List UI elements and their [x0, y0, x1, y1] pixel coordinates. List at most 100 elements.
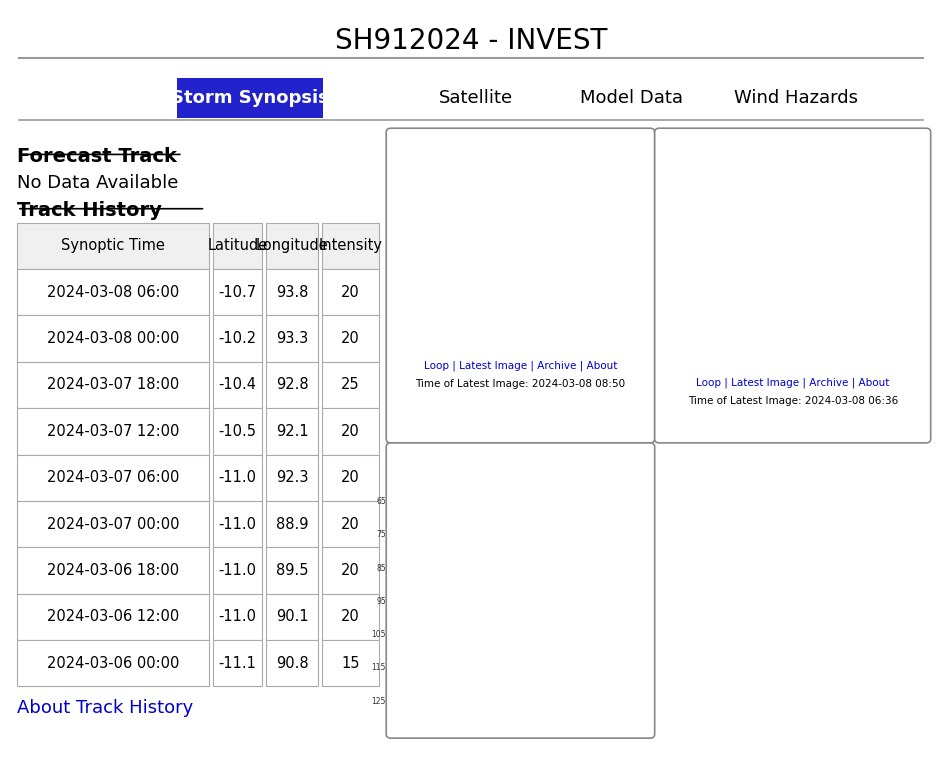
- Text: 90.1: 90.1: [276, 609, 308, 624]
- Bar: [17, 269, 209, 315]
- Bar: [322, 269, 379, 315]
- Text: SH9124    INVEST    2024    8 Mar 06UTC: SH9124 INVEST 2024 8 Mar 06UTC: [406, 483, 635, 493]
- Text: Forecast Track: Forecast Track: [17, 147, 177, 166]
- Text: Longitude: Longitude: [255, 239, 329, 253]
- Bar: [213, 501, 262, 547]
- Bar: [213, 455, 262, 501]
- Text: 90.8: 90.8: [276, 656, 308, 671]
- Circle shape: [519, 238, 548, 260]
- Text: 93.3: 93.3: [276, 331, 308, 346]
- Text: Multiplatform Satellite Surface
Wind Analysis (Experimental): Multiplatform Satellite Surface Wind Ana…: [419, 454, 622, 482]
- Text: 2024-03-07 00:00: 2024-03-07 00:00: [47, 517, 179, 531]
- Text: -10.4: -10.4: [219, 378, 256, 392]
- Bar: [322, 455, 379, 501]
- Circle shape: [551, 270, 590, 300]
- Bar: [266, 501, 318, 547]
- Bar: [17, 223, 209, 269]
- Text: 93.8: 93.8: [276, 285, 308, 300]
- Bar: [17, 408, 209, 455]
- Bar: [266, 594, 318, 640]
- Bar: [213, 594, 262, 640]
- Text: 2024-03-07 12:00: 2024-03-07 12:00: [47, 423, 179, 439]
- Bar: [17, 362, 209, 408]
- Bar: [266, 640, 318, 686]
- Circle shape: [497, 258, 546, 294]
- Bar: [322, 315, 379, 362]
- Bar: [322, 501, 379, 547]
- Text: Model Data: Model Data: [579, 89, 683, 107]
- Circle shape: [444, 263, 502, 307]
- Text: 125: 125: [371, 696, 386, 706]
- Bar: [266, 547, 318, 594]
- Text: 89.5: 89.5: [276, 563, 308, 578]
- Text: 20: 20: [341, 563, 360, 578]
- Bar: [266, 362, 318, 408]
- Text: -11.0: -11.0: [219, 563, 256, 578]
- Text: SH912024 - INVEST: SH912024 - INVEST: [334, 27, 608, 55]
- Text: Loop | Latest Image | Archive | About: Loop | Latest Image | Archive | About: [424, 360, 617, 371]
- Text: 115: 115: [371, 664, 386, 672]
- Text: Latitude: Latitude: [207, 239, 268, 253]
- Text: 105: 105: [371, 630, 386, 639]
- Text: -11.1: -11.1: [219, 656, 256, 671]
- Bar: [322, 408, 379, 455]
- Text: 20: 20: [341, 285, 360, 300]
- Text: Intensity: Intensity: [318, 239, 382, 253]
- Text: Enhanced Infrared (IR) Imagery (4
km Mercator): Enhanced Infrared (IR) Imagery (4 km Mer…: [407, 141, 634, 169]
- Text: AMSU Microwave 89 GHz Imagery
(4 km Mercator): AMSU Microwave 89 GHz Imagery (4 km Merc…: [680, 141, 905, 169]
- Text: 20: 20: [341, 423, 360, 439]
- Bar: [322, 547, 379, 594]
- Text: 15: 15: [341, 656, 360, 671]
- Bar: [17, 640, 209, 686]
- Text: No Data Available: No Data Available: [17, 174, 178, 192]
- Text: -11.0: -11.0: [219, 609, 256, 624]
- Text: 88.9: 88.9: [276, 517, 308, 531]
- Text: -10.2: -10.2: [219, 331, 256, 346]
- Bar: [213, 362, 262, 408]
- Text: 2024-03-07 18:00: 2024-03-07 18:00: [47, 378, 179, 392]
- Text: 25: 25: [341, 378, 360, 392]
- Bar: [17, 455, 209, 501]
- Bar: [213, 269, 262, 315]
- Text: 85: 85: [376, 563, 386, 573]
- Bar: [213, 408, 262, 455]
- Bar: [213, 640, 262, 686]
- Bar: [322, 640, 379, 686]
- Text: Time of Latest Image: 2024-03-08 06:36: Time of Latest Image: 2024-03-08 06:36: [688, 396, 898, 406]
- Bar: [17, 315, 209, 362]
- Text: 75: 75: [376, 531, 386, 539]
- Circle shape: [490, 280, 529, 309]
- Text: Wind Hazards: Wind Hazards: [734, 89, 858, 107]
- Text: 2024-03-06 00:00: 2024-03-06 00:00: [47, 656, 179, 671]
- Text: 2024-03-07 06:00: 2024-03-07 06:00: [47, 470, 179, 485]
- Circle shape: [473, 231, 497, 249]
- Text: 65: 65: [376, 497, 386, 506]
- Text: -11.0: -11.0: [219, 470, 256, 485]
- Circle shape: [524, 251, 568, 284]
- Text: 2024-03-06 18:00: 2024-03-06 18:00: [47, 563, 179, 578]
- Text: 20: 20: [341, 609, 360, 624]
- Bar: [213, 315, 262, 362]
- Bar: [322, 362, 379, 408]
- Bar: [266, 408, 318, 455]
- Bar: [17, 547, 209, 594]
- Bar: [266, 223, 318, 269]
- Text: 95: 95: [376, 597, 386, 606]
- Bar: [266, 455, 318, 501]
- Bar: [17, 594, 209, 640]
- Text: Synoptic Time: Synoptic Time: [61, 239, 165, 253]
- Text: Track History: Track History: [17, 201, 162, 221]
- Bar: [213, 547, 262, 594]
- Text: Time of Latest Image: 2024-03-08 08:50: Time of Latest Image: 2024-03-08 08:50: [415, 379, 625, 389]
- Circle shape: [444, 245, 478, 270]
- Text: 20: 20: [341, 517, 360, 531]
- Text: Storm Synopsis: Storm Synopsis: [171, 89, 329, 107]
- Text: 20: 20: [341, 470, 360, 485]
- Text: 92.1: 92.1: [276, 423, 308, 439]
- Bar: [266, 269, 318, 315]
- Text: 20: 20: [341, 331, 360, 346]
- Bar: [322, 594, 379, 640]
- Text: Loop | Latest Image | Archive | About: Loop | Latest Image | Archive | About: [696, 378, 889, 388]
- Bar: [322, 223, 379, 269]
- Text: 92.8: 92.8: [276, 378, 308, 392]
